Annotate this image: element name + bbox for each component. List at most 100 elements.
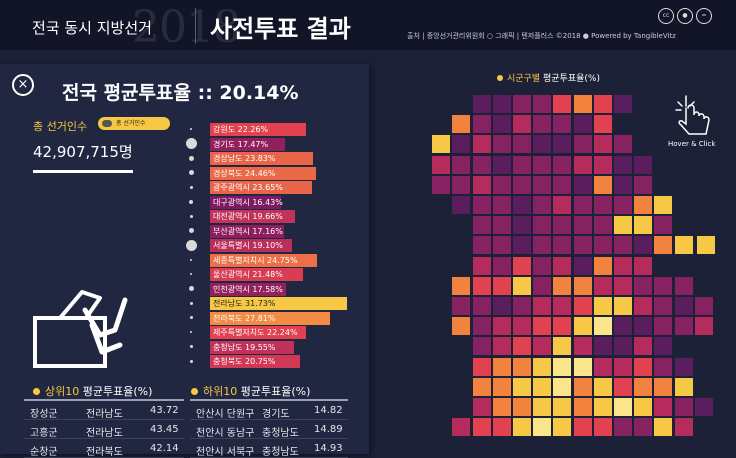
district-tile[interactable] [573, 357, 592, 376]
district-tile[interactable] [432, 135, 451, 154]
voters-legend-toggle[interactable]: 총 선거인수 [98, 117, 170, 130]
district-tile[interactable] [573, 377, 592, 396]
district-tile[interactable] [573, 256, 592, 275]
district-tile[interactable] [513, 135, 531, 154]
district-tile[interactable] [513, 155, 531, 174]
district-tile[interactable] [452, 276, 471, 295]
district-tile[interactable] [452, 155, 471, 174]
district-tile[interactable] [513, 297, 531, 315]
district-tile[interactable] [614, 155, 632, 174]
district-tile[interactable] [593, 236, 612, 255]
district-tile[interactable] [593, 135, 612, 154]
district-tile[interactable] [674, 357, 693, 376]
district-tile[interactable] [553, 155, 572, 174]
district-tile[interactable] [472, 155, 491, 174]
district-tile[interactable] [593, 256, 612, 275]
district-tile[interactable] [432, 175, 451, 194]
district-tile[interactable] [634, 317, 653, 336]
table-row[interactable]: 고흥군 전라남도 43.45 [24, 420, 184, 439]
district-tile[interactable] [492, 377, 511, 396]
district-tile[interactable] [492, 398, 511, 416]
district-tile[interactable] [593, 357, 612, 376]
district-tile[interactable] [573, 337, 592, 356]
district-tile[interactable] [513, 216, 531, 235]
district-tile[interactable] [593, 377, 612, 396]
district-tile[interactable] [533, 297, 552, 315]
close-icon[interactable]: × [12, 74, 34, 96]
district-tile[interactable] [513, 276, 531, 295]
district-tile[interactable] [472, 276, 491, 295]
district-tile[interactable] [492, 216, 511, 235]
table-row[interactable]: 안산시 단원구 경기도 14.82 [190, 399, 348, 420]
district-tile[interactable] [492, 418, 511, 437]
district-tile[interactable] [573, 276, 592, 295]
district-tile[interactable] [513, 357, 531, 376]
district-tile[interactable] [492, 196, 511, 214]
district-tile[interactable] [472, 196, 491, 214]
district-tile[interactable] [634, 216, 653, 235]
district-tile[interactable] [472, 377, 491, 396]
district-tile[interactable] [492, 175, 511, 194]
district-tile[interactable] [573, 115, 592, 134]
district-tile[interactable] [452, 175, 471, 194]
district-tile[interactable] [654, 216, 673, 235]
district-tile[interactable] [593, 297, 612, 315]
district-tile[interactable] [472, 115, 491, 134]
district-tile[interactable] [614, 196, 632, 214]
district-tile[interactable] [674, 418, 693, 437]
district-tile[interactable] [614, 297, 632, 315]
district-tile[interactable] [573, 297, 592, 315]
district-tile[interactable] [634, 196, 653, 214]
district-tile[interactable] [513, 95, 531, 113]
district-tile[interactable] [452, 297, 471, 315]
district-tile[interactable] [614, 357, 632, 376]
district-tile[interactable] [553, 95, 572, 113]
district-tile[interactable] [614, 256, 632, 275]
district-tile[interactable] [472, 357, 491, 376]
district-tile[interactable] [634, 418, 653, 437]
district-tile[interactable] [573, 317, 592, 336]
district-tile[interactable] [513, 337, 531, 356]
district-tile[interactable] [472, 216, 491, 235]
table-row[interactable]: 순창군 전라북도 42.14 [24, 439, 184, 458]
district-tile[interactable] [492, 276, 511, 295]
district-tile[interactable] [654, 297, 673, 315]
table-row[interactable]: 장성군 전라남도 43.72 [24, 399, 184, 420]
district-tile[interactable] [614, 398, 632, 416]
district-tile[interactable] [614, 418, 632, 437]
district-tile[interactable] [492, 357, 511, 376]
district-tile[interactable] [614, 216, 632, 235]
district-tile[interactable] [573, 216, 592, 235]
district-tile[interactable] [553, 317, 572, 336]
district-tile[interactable] [573, 236, 592, 255]
district-tile[interactable] [573, 418, 592, 437]
district-tile[interactable] [553, 377, 572, 396]
district-tile[interactable] [674, 276, 693, 295]
district-tile[interactable] [533, 155, 552, 174]
district-tile[interactable] [472, 398, 491, 416]
district-tile[interactable] [472, 337, 491, 356]
district-tile[interactable] [452, 115, 471, 134]
district-tile[interactable] [614, 317, 632, 336]
district-tile[interactable] [634, 297, 653, 315]
district-tile[interactable] [634, 256, 653, 275]
district-tile[interactable] [593, 155, 612, 174]
district-tile[interactable] [533, 317, 552, 336]
district-tile[interactable] [674, 398, 693, 416]
district-tile[interactable] [654, 236, 673, 255]
district-tile[interactable] [452, 196, 471, 214]
table-row[interactable]: 천안시 동남구 충청남도 14.89 [190, 420, 348, 439]
district-tile[interactable] [614, 337, 632, 356]
district-tile[interactable] [694, 398, 713, 416]
district-tile[interactable] [533, 196, 552, 214]
district-tile[interactable] [533, 276, 552, 295]
district-tile[interactable] [634, 155, 653, 174]
district-tile[interactable] [593, 115, 612, 134]
district-tile[interactable] [533, 115, 552, 134]
district-tile[interactable] [634, 337, 653, 356]
district-tile[interactable] [492, 236, 511, 255]
district-tile[interactable] [513, 377, 531, 396]
district-tile[interactable] [573, 175, 592, 194]
district-tile[interactable] [492, 256, 511, 275]
district-tile[interactable] [553, 256, 572, 275]
